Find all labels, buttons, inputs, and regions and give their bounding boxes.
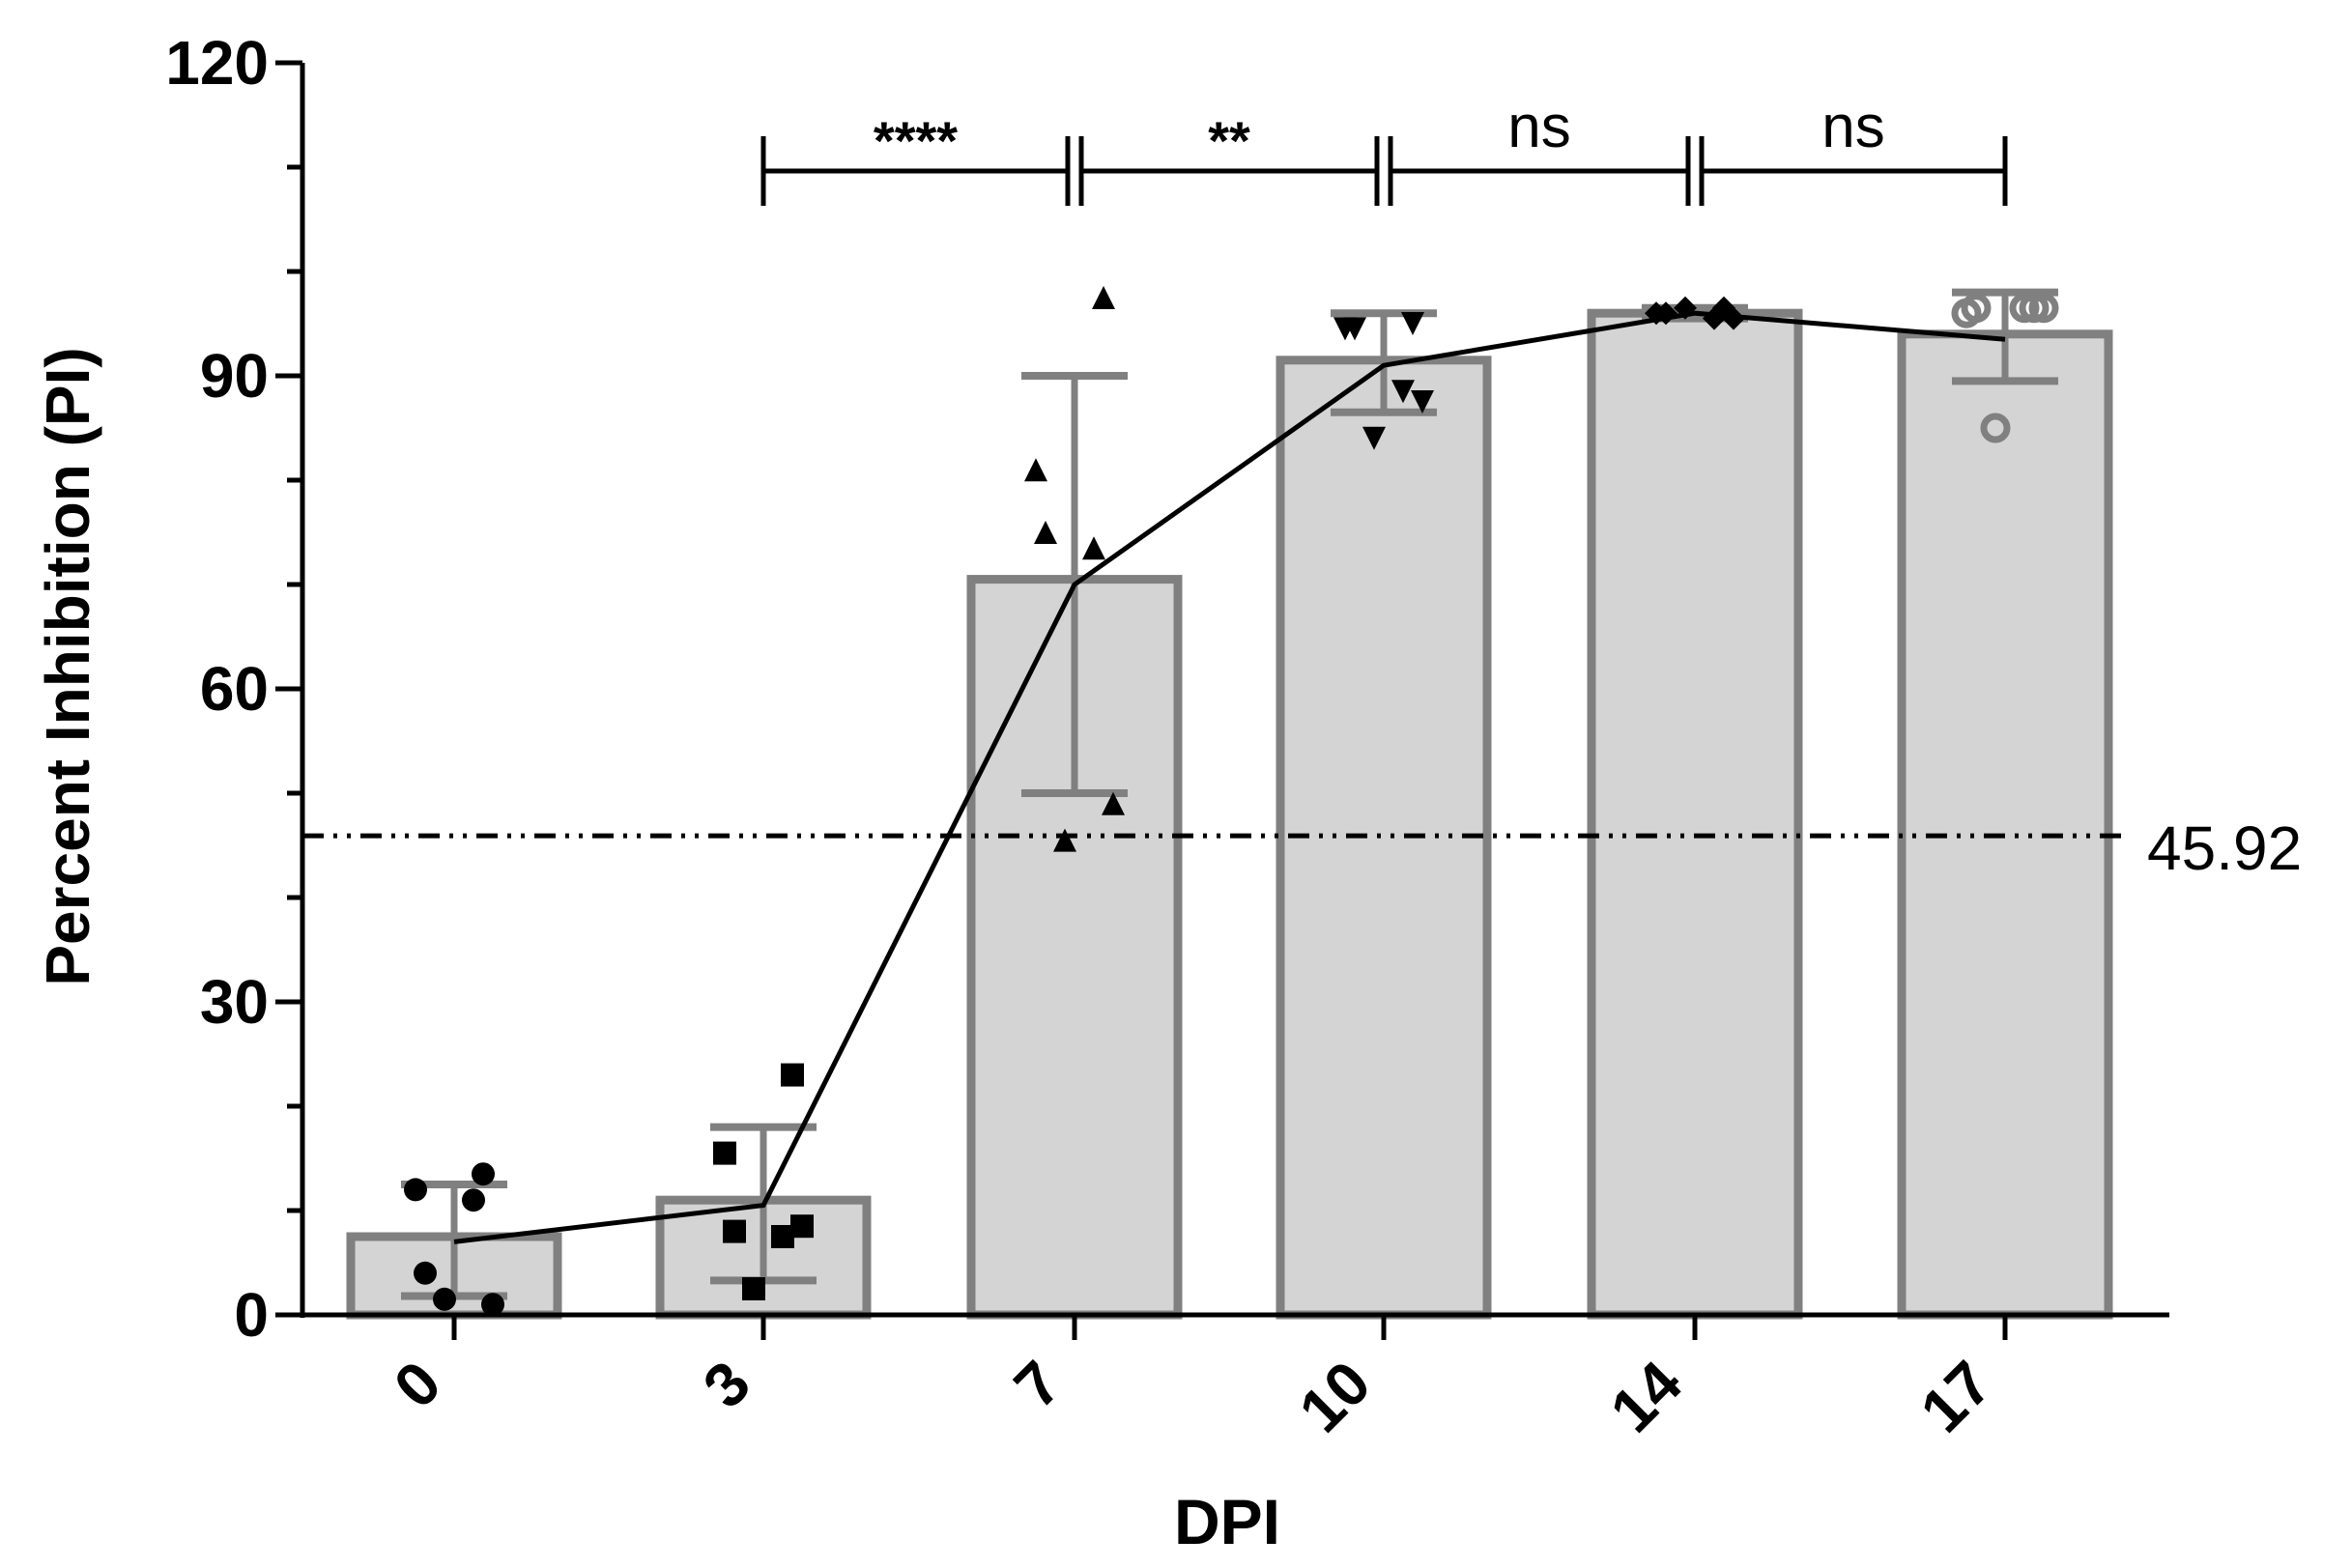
data-point-open-circle bbox=[1980, 413, 2011, 443]
points-dpi-10 bbox=[1333, 312, 1434, 450]
points-dpi-0 bbox=[404, 1162, 504, 1317]
significance-label: ns bbox=[1507, 94, 1570, 160]
data-point-circle bbox=[404, 1178, 427, 1202]
data-point-square bbox=[742, 1277, 765, 1300]
data-point-triangle-down bbox=[1343, 317, 1366, 341]
mean-line bbox=[453, 310, 2006, 1244]
x-tick-label-14: 14 bbox=[1597, 1348, 1696, 1446]
data-point-triangle-down bbox=[1401, 312, 1424, 335]
data-point-triangle-up bbox=[1082, 536, 1105, 560]
data-point-open-circle bbox=[2009, 293, 2040, 324]
data-point-triangle-up bbox=[1024, 458, 1047, 482]
data-point-open-circle bbox=[1961, 293, 1992, 324]
x-tick-label-3: 3 bbox=[690, 1348, 763, 1421]
data-point-square bbox=[713, 1141, 736, 1165]
bar-17 bbox=[1897, 329, 2113, 1320]
error-bars-layer bbox=[401, 288, 2058, 1300]
mean-line-layer bbox=[453, 310, 2006, 1244]
y-tick-label: 90 bbox=[200, 341, 269, 411]
bar-14 bbox=[1587, 308, 1803, 1320]
data-point-circle bbox=[462, 1188, 485, 1212]
x-tick-label-17: 17 bbox=[1907, 1348, 2005, 1445]
data-point-triangle-down bbox=[1362, 426, 1386, 450]
significance-bracket-7-10: ** bbox=[1078, 110, 1380, 206]
y-tick-label: 0 bbox=[234, 1280, 269, 1350]
y-tick-label: 60 bbox=[200, 654, 269, 724]
data-point-triangle-down bbox=[1411, 390, 1434, 413]
data-point-circle bbox=[414, 1261, 437, 1285]
data-points-layer bbox=[404, 286, 2059, 1317]
cutoff-label: 45.92 bbox=[2147, 813, 2302, 883]
significance-bracket-3-7: **** bbox=[760, 110, 1071, 206]
bar-10 bbox=[1276, 356, 1492, 1320]
error-bar-17 bbox=[1952, 288, 2058, 385]
points-dpi-3 bbox=[713, 1063, 814, 1300]
x-axis-title: DPI bbox=[1174, 1486, 1280, 1557]
y-tick-label: 120 bbox=[165, 28, 269, 98]
significance-label: ns bbox=[1821, 94, 1884, 160]
data-point-circle bbox=[472, 1162, 495, 1186]
data-point-triangle-up bbox=[1092, 286, 1115, 309]
data-point-triangle-up bbox=[1102, 791, 1125, 815]
x-tick-label-7: 7 bbox=[1001, 1348, 1075, 1421]
data-point-square bbox=[723, 1219, 746, 1243]
significance-bracket-10-14: ns bbox=[1388, 94, 1691, 206]
data-point-square bbox=[790, 1214, 814, 1239]
points-dpi-17 bbox=[1951, 293, 2059, 443]
significance-layer: **** ** ns ns bbox=[760, 94, 2008, 206]
data-point-triangle-down bbox=[1391, 380, 1415, 404]
significance-label: ** bbox=[1208, 110, 1250, 171]
data-point-circle bbox=[481, 1293, 504, 1317]
significance-label: **** bbox=[874, 110, 958, 171]
data-point-open-circle bbox=[2028, 293, 2059, 324]
data-point-triangle-up bbox=[1034, 521, 1057, 544]
significance-bracket-14-17: ns bbox=[1699, 94, 2008, 206]
x-tick-label-10: 10 bbox=[1286, 1348, 1384, 1445]
y-axis-title: Percent Inhibition (PI) bbox=[33, 347, 102, 985]
data-point-triangle-up bbox=[1053, 828, 1076, 852]
data-point-circle bbox=[433, 1287, 456, 1311]
data-point-square bbox=[781, 1063, 804, 1087]
points-dpi-7 bbox=[1024, 286, 1125, 852]
y-tick-label: 30 bbox=[200, 967, 269, 1037]
x-tick-label-0: 0 bbox=[381, 1348, 454, 1421]
data-point-open-circle bbox=[2019, 293, 2050, 324]
bars-layer bbox=[346, 308, 2113, 1320]
